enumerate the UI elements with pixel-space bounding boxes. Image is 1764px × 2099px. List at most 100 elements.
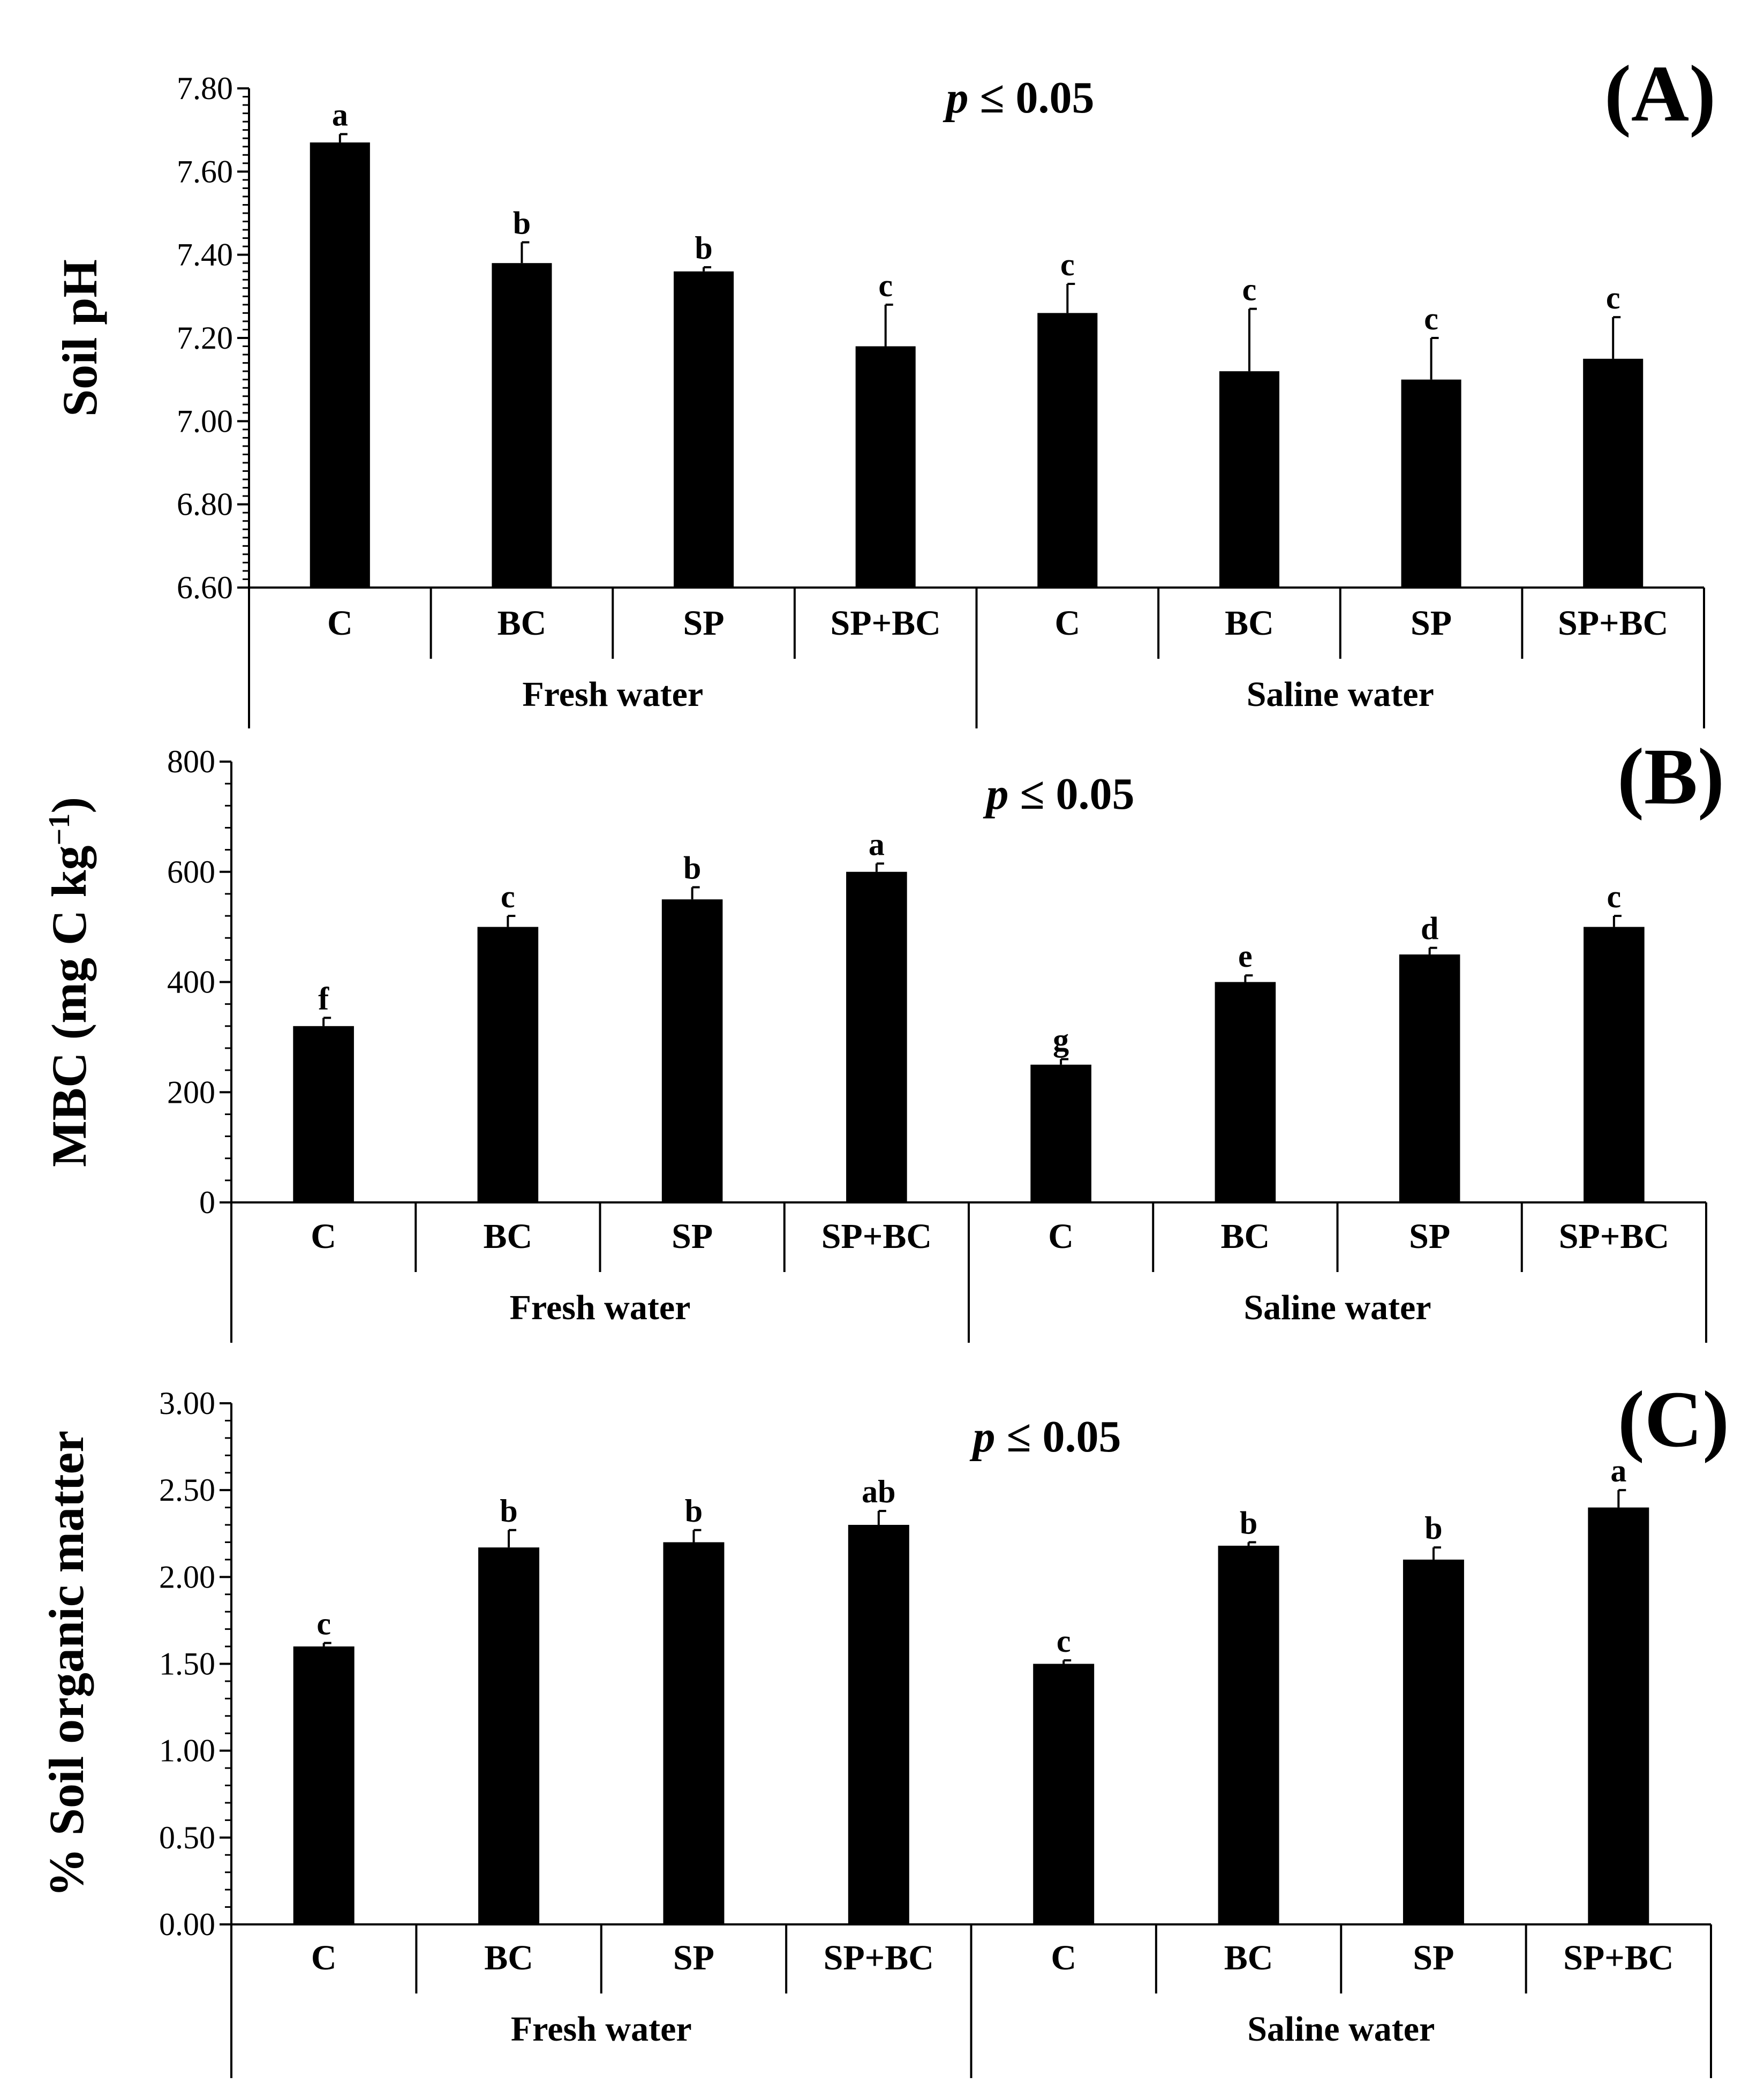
x-category-label: BC <box>1221 1217 1270 1256</box>
x-group-label: Saline water <box>1243 1288 1431 1327</box>
y-tick-label: 7.60 <box>177 154 233 189</box>
significance-letter: c <box>1607 879 1622 914</box>
p-value-annotation: p ≤ 0.05 <box>943 73 1094 123</box>
bar <box>848 1525 909 1924</box>
bar <box>1215 982 1276 1202</box>
bar <box>661 899 723 1202</box>
y-tick-label: 0.00 <box>159 1907 215 1942</box>
y-axis-title: % Soil organic matter <box>39 1431 94 1897</box>
significance-letter: a <box>869 826 885 862</box>
significance-letter: c <box>1060 247 1075 282</box>
x-category-label: SP+BC <box>831 604 941 643</box>
significance-letter: b <box>1424 1510 1442 1546</box>
significance-letter: c <box>878 268 893 303</box>
bar <box>293 1026 354 1202</box>
bar <box>663 1542 725 1924</box>
x-category-label: C <box>311 1938 337 1977</box>
bar <box>1583 358 1644 588</box>
significance-letter: b <box>685 1493 703 1529</box>
x-category-label: SP+BC <box>1558 604 1668 643</box>
bar <box>1403 1559 1464 1924</box>
bar <box>674 271 734 588</box>
significance-letter: d <box>1421 911 1438 946</box>
significance-letter: g <box>1053 1022 1069 1058</box>
x-group-label: Saline water <box>1247 2010 1435 2049</box>
x-category-label: SP <box>1413 1938 1454 1977</box>
significance-letter: c <box>501 879 515 914</box>
significance-letter: c <box>1057 1623 1071 1659</box>
y-tick-label: 7.40 <box>177 237 233 273</box>
chart-panel-2: 0 200 400 600 800 f Cc BC b SP a SP+BC g Ce BC d SP c SP+B… <box>42 732 1724 1343</box>
x-category-label: BC <box>484 1938 533 1977</box>
bar <box>1030 1064 1091 1202</box>
chart-panel-1: 6.60 6.80 7.00 7.20 7.40 7.60 7.80 a Cb BC b SP c SP+… <box>52 49 1716 728</box>
bar <box>855 346 916 588</box>
significance-letter: ab <box>862 1474 895 1509</box>
y-tick-label: 0 <box>199 1185 215 1220</box>
bar <box>1218 1545 1279 1924</box>
x-category-label: SP <box>673 1938 714 1977</box>
y-axis-title: MBC (mg C kg−1) <box>42 797 96 1167</box>
y-axis-title: Soil pH <box>52 259 107 417</box>
significance-letter: c <box>316 1606 331 1642</box>
y-tick-label: 0.50 <box>159 1820 215 1855</box>
x-category-label: BC <box>484 1217 533 1256</box>
y-tick-label: 7.20 <box>177 320 233 356</box>
bar <box>846 871 907 1202</box>
y-tick-label: 3.00 <box>159 1386 215 1421</box>
bar <box>310 142 370 588</box>
x-category-label: SP+BC <box>1559 1217 1669 1256</box>
panel-label: (B) <box>1617 732 1724 821</box>
bar <box>1037 313 1098 588</box>
significance-letter: b <box>500 1493 517 1529</box>
y-tick-label: 600 <box>167 854 215 890</box>
y-tick-label: 6.80 <box>177 487 233 522</box>
x-category-label: C <box>327 604 353 643</box>
significance-letter: c <box>1424 301 1438 336</box>
x-category-label: SP <box>1411 604 1452 643</box>
x-category-label: C <box>1054 604 1080 643</box>
panel-label: (C) <box>1618 1375 1729 1464</box>
x-category-label: SP+BC <box>824 1938 934 1977</box>
bar <box>478 1547 540 1924</box>
x-category-label: C <box>1048 1217 1074 1256</box>
significance-letter: c <box>1242 272 1257 307</box>
x-category-label: SP <box>1409 1217 1450 1256</box>
significance-letter: b <box>695 230 712 266</box>
significance-letter: f <box>318 981 329 1016</box>
bar <box>1219 371 1279 588</box>
bar <box>293 1646 355 1924</box>
x-category-label: BC <box>497 604 547 643</box>
bar <box>1033 1664 1095 1924</box>
significance-letter: b <box>1240 1505 1257 1540</box>
y-tick-label: 6.60 <box>177 570 233 605</box>
x-category-label: SP <box>683 604 725 643</box>
x-category-label: BC <box>1225 604 1274 643</box>
significance-letter: b <box>513 205 531 240</box>
y-tick-label: 1.00 <box>159 1733 215 1769</box>
p-value-annotation: p ≤ 0.05 <box>983 769 1134 819</box>
significance-letter: c <box>1606 280 1620 315</box>
bar <box>477 927 539 1202</box>
x-group-label: Fresh water <box>522 675 703 714</box>
panel-label: (A) <box>1604 49 1716 138</box>
x-category-label: BC <box>1224 1938 1273 1977</box>
y-tick-label: 2.00 <box>159 1559 215 1594</box>
p-value-annotation: p ≤ 0.05 <box>969 1412 1121 1462</box>
x-category-label: C <box>1051 1938 1076 1977</box>
bar <box>1584 927 1645 1202</box>
significance-letter: e <box>1238 938 1253 974</box>
y-tick-label: 800 <box>167 744 215 779</box>
bar <box>1399 954 1460 1202</box>
y-tick-label: 400 <box>167 965 215 1000</box>
significance-letter: b <box>683 851 701 886</box>
y-tick-label: 7.00 <box>177 403 233 439</box>
y-tick-label: 1.50 <box>159 1646 215 1682</box>
x-category-label: SP+BC <box>821 1217 932 1256</box>
chart-panel-3: 0.000.501.001.502.002.503.00cCbBCbSPabSP… <box>39 1375 1729 2078</box>
bar <box>492 263 552 588</box>
y-tick-label: 200 <box>167 1074 215 1110</box>
x-category-label: C <box>311 1217 336 1256</box>
x-group-label: Fresh water <box>510 1288 691 1327</box>
